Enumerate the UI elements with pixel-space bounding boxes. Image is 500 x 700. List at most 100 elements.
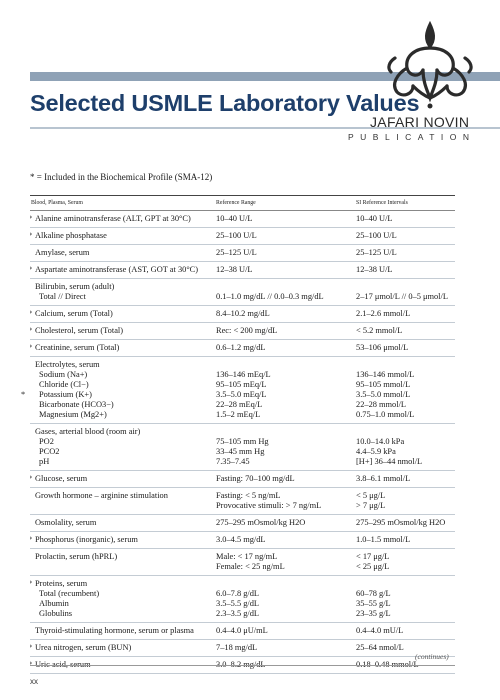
footer-rule [30, 665, 455, 666]
test-name: Bilirubin, serum (adult) [35, 282, 115, 291]
table-row: Cholesterol, serum (Total)*Rec: < 200 mg… [30, 323, 455, 340]
reference-range: 95–105 mEq/L [216, 380, 267, 389]
reference-range-cell: 12–38 U/L [216, 262, 356, 278]
reference-range: 3.5–5.0 mEq/L [216, 390, 267, 399]
test-name: Albumin [39, 599, 69, 608]
reference-range: 6.0–7.8 g/dL [216, 589, 260, 598]
si-interval-cell: 60–78 g/L 35–55 g/L 23–35 g/L [356, 576, 455, 622]
test-name: Gases, arterial blood (room air) [35, 427, 141, 436]
test-name-cell: Phosphorus (inorganic), serum* [30, 532, 216, 548]
si-interval: 2–17 μmol/L // 0–5 μmol/L [356, 292, 448, 301]
reference-range: 75–105 mm Hg [216, 437, 269, 446]
sma12-marker: * [30, 265, 32, 275]
test-name-cell: Electrolytes, serum Sodium (Na+) Chlorid… [21, 357, 216, 423]
table-row: Amylase, serum 25–125 U/L 25–125 U/L [30, 245, 455, 262]
table-row: Thyroid-stimulating hormone, serum or pl… [30, 623, 455, 640]
header-bar [30, 72, 500, 81]
reference-range [216, 427, 356, 437]
test-name-cell: Calcium, serum (Total)* [30, 306, 216, 322]
si-interval-cell: 3.8–6.1 mmol/L [356, 471, 455, 487]
sma12-marker: * [30, 474, 32, 484]
reference-range: Rec: < 200 mg/dL [216, 326, 278, 335]
reference-range-cell: 6.0–7.8 g/dL 3.5–5.5 g/dL 2.3–3.5 g/dL [216, 576, 356, 622]
table-row: Electrolytes, serum Sodium (Na+) Chlorid… [21, 357, 455, 424]
sma12-marker: * [30, 535, 32, 545]
si-interval: 95–105 mmol/L [356, 380, 411, 389]
test-name-cell: Aspartate aminotransferase (AST, GOT at … [30, 262, 216, 278]
title-rule [30, 127, 500, 129]
test-name-cell: Cholesterol, serum (Total)* [30, 323, 216, 339]
reference-range-cell: Rec: < 200 mg/dL [216, 323, 356, 339]
table-row: Prolactin, serum (hPRL) Male: < 17 ng/mL F… [30, 549, 455, 576]
si-interval [356, 579, 455, 589]
test-name-cell: Gases, arterial blood (room air) PO2 PCO… [30, 424, 216, 470]
test-name: Total // Direct [39, 292, 86, 301]
si-interval [356, 427, 455, 437]
sma12-marker: * [21, 390, 26, 399]
reference-range: 1.5–2 mEq/L [216, 410, 261, 419]
sma12-marker: * [30, 343, 32, 353]
test-name: Uric acid, serum [35, 660, 216, 670]
si-interval-cell: 53–106 μmol/L [356, 340, 455, 356]
reference-range-cell: Fasting: < 5 ng/mL Provocative stimuli: >… [216, 488, 356, 514]
reference-range-cell: 10–40 U/L [216, 211, 356, 227]
test-name: Glucose, serum [35, 474, 88, 483]
si-interval-cell: 25–64 nmol/L [356, 640, 455, 656]
page-title: Selected USMLE Laboratory Values [30, 90, 420, 116]
si-interval-cell: 2.1–2.6 mmol/L [356, 306, 455, 322]
si-interval: 4.4–5.9 kPa [356, 447, 396, 456]
si-interval: 3.5–5.0 mmol/L [356, 390, 411, 399]
reference-range [216, 579, 356, 589]
table-row: Gases, arterial blood (room air) PO2 PCO… [30, 424, 455, 471]
si-interval-cell: 12–38 U/L [356, 262, 455, 278]
test-name: Sodium (Na+) [39, 370, 88, 379]
reference-range-cell: 0.6–1.2 mg/dL [216, 340, 356, 356]
test-name: Proteins, serum [35, 579, 88, 588]
reference-range [216, 360, 356, 370]
si-interval: < 5 μg/L [356, 491, 386, 500]
reference-range-cell: 136–146 mEq/L 95–105 mEq/L 3.5–5.0 mEq/L 22… [216, 357, 356, 423]
test-name-cell: Glucose, serum* [30, 471, 216, 487]
table-row: Urea nitrogen, serum (BUN)*7–18 mg/dL25–… [30, 640, 455, 657]
test-name: Phosphorus (inorganic), serum [35, 535, 138, 544]
reference-range: 33–45 mm Hg [216, 447, 265, 456]
test-name-cell: Growth hormone – arginine stimulation [30, 488, 216, 514]
test-name: Aspartate aminotransferase (AST, GOT at … [35, 265, 199, 274]
si-interval: [H+] 36–44 nmol/L [356, 457, 423, 466]
reference-range: 136–146 mEq/L [216, 370, 271, 379]
reference-range: 22–28 mEq/L [216, 400, 263, 409]
reference-range: 3.5–5.5 g/dL [216, 599, 260, 608]
logo-subtitle: PUBLICATION [348, 132, 476, 142]
si-interval: 25–64 nmol/L [356, 643, 404, 652]
reference-range: 8.4–10.2 mg/dL [216, 309, 270, 318]
si-interval-cell: 2–17 μmol/L // 0–5 μmol/L [356, 279, 455, 305]
reference-range: Fasting: < 5 ng/mL [216, 491, 281, 500]
test-name: Alanine aminotransferase (ALT, GPT at 30… [35, 214, 191, 223]
si-interval: 0.18–0.48 mmol/L [356, 660, 455, 670]
reference-range: 7.35–7.45 [216, 457, 250, 466]
test-name-cell: Creatinine, serum (Total)* [30, 340, 216, 356]
table-row: Bilirubin, serum (adult) Total // Direct… [30, 279, 455, 306]
test-name: Urea nitrogen, serum (BUN) [35, 643, 132, 652]
reference-range: 3.0–8.2 mg/dL [216, 660, 356, 670]
reference-range: 10–40 U/L [216, 214, 253, 223]
col-header-si: SI Reference Intervals [356, 200, 408, 206]
reference-range-cell: 3.0–8.2 mg/dL [216, 657, 356, 673]
col-header-test: Blood, Plasma, Serum [31, 200, 83, 206]
test-name: pH [39, 457, 50, 466]
test-name: Thyroid-stimulating hormone, serum or pl… [35, 626, 194, 635]
table-row: Alkaline phosphatase*25–100 U/L25–100 U/… [30, 228, 455, 245]
si-interval: < 25 μg/L [356, 562, 390, 571]
reference-range: 25–125 U/L [216, 248, 257, 257]
si-interval: 2.1–2.6 mmol/L [356, 309, 411, 318]
si-interval: 1.0–1.5 mmol/L [356, 535, 411, 544]
reference-range-cell: 275–295 mOsmol/kg H2O [216, 515, 356, 531]
test-name: Bicarbonate (HCO3−) [39, 400, 114, 409]
si-interval: 25–100 U/L [356, 231, 397, 240]
test-name-cell: Alkaline phosphatase* [30, 228, 216, 244]
reference-range: 3.0–4.5 mg/dL [216, 535, 266, 544]
si-interval: 12–38 U/L [356, 265, 393, 274]
test-name: Electrolytes, serum [35, 360, 100, 369]
si-interval-cell: 25–100 U/L [356, 228, 455, 244]
table-row: Proteins, serum Total (recumbent) Albumi… [30, 576, 455, 623]
